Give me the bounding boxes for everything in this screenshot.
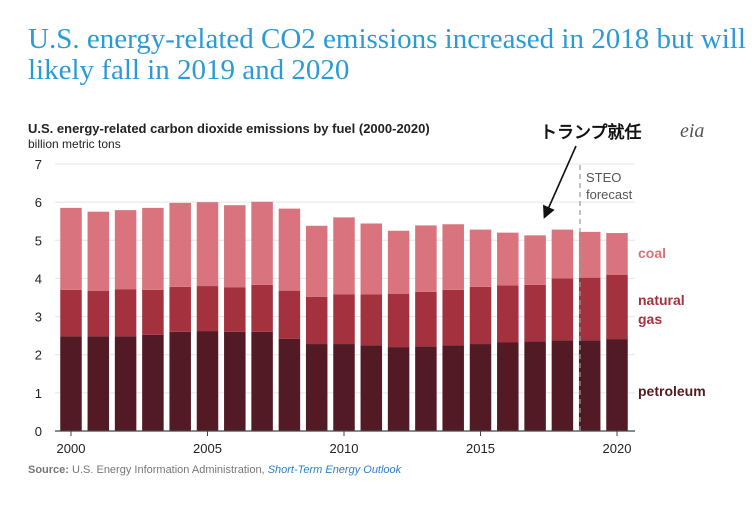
bar-petroleum-2009 — [305, 344, 328, 431]
bar-coal-2000 — [60, 207, 82, 290]
bar-coal-2009 — [305, 225, 328, 297]
bar-coal-2020 — [606, 233, 628, 275]
bar-coal-2018 — [551, 229, 574, 279]
annotation-label: トランプ就任 — [540, 123, 642, 143]
bar-petroleum-2018 — [551, 340, 574, 431]
bar-coal-2006 — [224, 205, 246, 288]
coal-series-label: coal — [638, 245, 666, 261]
source-agency: U.S. Energy Information Administration, — [72, 464, 265, 476]
petroleum-series-label: petroleum — [638, 383, 706, 399]
bar-petroleum-2014 — [442, 345, 464, 431]
bar-coal-2011 — [360, 223, 383, 295]
bar-petroleum-2003 — [142, 334, 164, 431]
x-tick-label: 2000 — [57, 441, 86, 456]
bar-coal-2005 — [196, 202, 219, 287]
eia-logo-icon: eia — [680, 120, 705, 142]
y-tick-label: 6 — [35, 195, 42, 210]
bar-coal-2001 — [87, 211, 110, 292]
y-tick-label: 3 — [35, 310, 42, 325]
bar-natural-gas-2014 — [442, 289, 464, 346]
chart-title: U.S. energy-related carbon dioxide emiss… — [28, 121, 430, 136]
bar-natural-gas-2003 — [142, 289, 164, 335]
bar-coal-2015 — [469, 229, 492, 287]
bar-coal-2002 — [114, 210, 137, 290]
x-tick-label: 2005 — [193, 441, 222, 456]
bar-petroleum-2000 — [60, 336, 82, 431]
bar-petroleum-2010 — [333, 344, 355, 431]
bar-natural-gas-2018 — [551, 278, 574, 341]
y-axis-units: billion metric tons — [28, 137, 121, 151]
bar-natural-gas-2000 — [60, 289, 82, 337]
y-tick-label: 5 — [35, 233, 42, 248]
bar-petroleum-2020 — [606, 339, 628, 431]
bar-petroleum-2017 — [524, 341, 546, 431]
bar-natural-gas-2020 — [606, 274, 628, 340]
x-tick-label: 2020 — [603, 441, 632, 456]
y-tick-label: 4 — [35, 271, 42, 286]
bar-coal-2013 — [415, 225, 437, 292]
bar-natural-gas-2015 — [469, 286, 492, 345]
headline: U.S. energy-related CO2 emissions increa… — [28, 23, 746, 86]
bar-petroleum-2004 — [169, 331, 191, 431]
bar-natural-gas-2008 — [278, 290, 301, 339]
bar-natural-gas-2010 — [333, 294, 355, 345]
bar-coal-2014 — [442, 224, 464, 290]
bar-petroleum-2012 — [387, 347, 410, 431]
bar-natural-gas-2006 — [224, 287, 246, 332]
bar-petroleum-2001 — [87, 336, 110, 431]
bar-coal-2012 — [387, 230, 410, 294]
natural-gas-series-label-line2: gas — [638, 311, 662, 327]
bar-petroleum-2015 — [469, 344, 492, 431]
bar-natural-gas-2017 — [524, 284, 546, 342]
bar-natural-gas-2013 — [415, 291, 437, 347]
bar-petroleum-2007 — [251, 331, 273, 431]
bar-petroleum-2011 — [360, 345, 383, 431]
bar-natural-gas-2001 — [87, 291, 110, 337]
source-label: Source: — [28, 464, 69, 476]
bar-petroleum-2002 — [114, 336, 137, 431]
bar-petroleum-2019 — [578, 340, 601, 431]
bar-petroleum-2008 — [278, 338, 301, 431]
bar-coal-2007 — [251, 201, 273, 285]
bar-petroleum-2016 — [497, 342, 519, 431]
bar-natural-gas-2002 — [114, 289, 137, 337]
natural-gas-series-label-line1: natural — [638, 292, 685, 308]
bar-coal-2008 — [278, 208, 301, 291]
x-tick-label: 2010 — [330, 441, 359, 456]
y-tick-label: 7 — [35, 157, 42, 172]
bar-petroleum-2006 — [224, 331, 246, 431]
x-tick-label: 2015 — [466, 441, 495, 456]
bar-coal-2017 — [524, 235, 546, 285]
source-report-link[interactable]: Short-Term Energy Outlook — [267, 464, 402, 476]
bar-coal-2003 — [142, 207, 164, 290]
bar-natural-gas-2019 — [578, 277, 601, 341]
bar-natural-gas-2007 — [251, 284, 273, 332]
bar-natural-gas-2005 — [196, 286, 219, 332]
y-tick-label: 1 — [35, 386, 42, 401]
bar-coal-2004 — [169, 202, 191, 287]
y-tick-label: 0 — [35, 424, 42, 439]
bar-natural-gas-2012 — [387, 293, 410, 348]
annotation-arrow — [543, 145, 577, 219]
bar-coal-2010 — [333, 217, 355, 295]
bar-petroleum-2005 — [196, 331, 219, 431]
bar-coal-2019 — [578, 231, 601, 278]
bar-natural-gas-2011 — [360, 294, 383, 346]
bar-natural-gas-2009 — [305, 296, 328, 345]
bar-petroleum-2013 — [415, 346, 437, 431]
forecast-label-line1: STEO — [586, 170, 621, 185]
bar-coal-2016 — [497, 232, 519, 286]
forecast-label-line2: forecast — [586, 187, 633, 202]
source-note: Source: U.S. Energy Information Administ… — [28, 464, 401, 476]
bar-natural-gas-2004 — [169, 286, 191, 332]
y-tick-label: 2 — [35, 348, 42, 363]
bar-natural-gas-2016 — [497, 285, 519, 343]
